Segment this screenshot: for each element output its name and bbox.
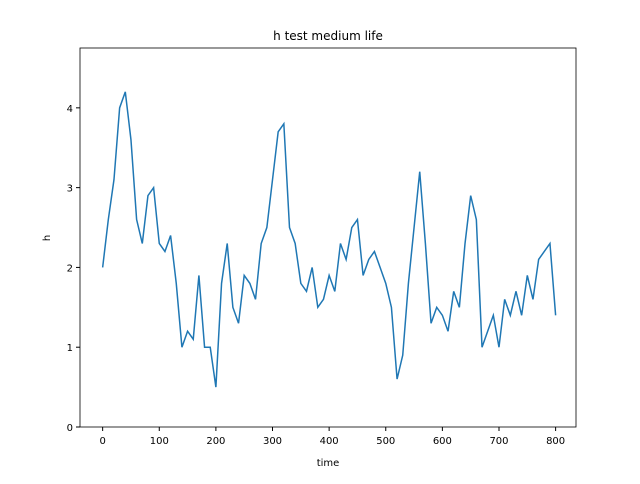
data-line (101, 91, 557, 388)
x-tick-label: 800 (546, 436, 565, 447)
x-tick-label: 100 (150, 436, 169, 447)
x-axis-label: time (317, 458, 340, 469)
y-tick-label: 4 (67, 104, 73, 115)
x-tick-label: 600 (433, 436, 452, 447)
y-tick-label: 3 (67, 184, 73, 195)
y-axis-label: h (42, 235, 53, 241)
plot-frame (79, 47, 577, 428)
y-tick-label: 2 (67, 263, 73, 274)
x-tick-label: 700 (489, 436, 508, 447)
y-tick-label: 1 (67, 343, 73, 354)
x-tick-label: 500 (376, 436, 395, 447)
x-tick-label: 0 (99, 436, 105, 447)
x-tick-label: 200 (206, 436, 225, 447)
x-tick-label: 400 (320, 436, 339, 447)
y-tick-label: 0 (67, 423, 73, 434)
chart-title: h test medium life (273, 29, 383, 43)
x-tick-label: 300 (263, 436, 282, 447)
